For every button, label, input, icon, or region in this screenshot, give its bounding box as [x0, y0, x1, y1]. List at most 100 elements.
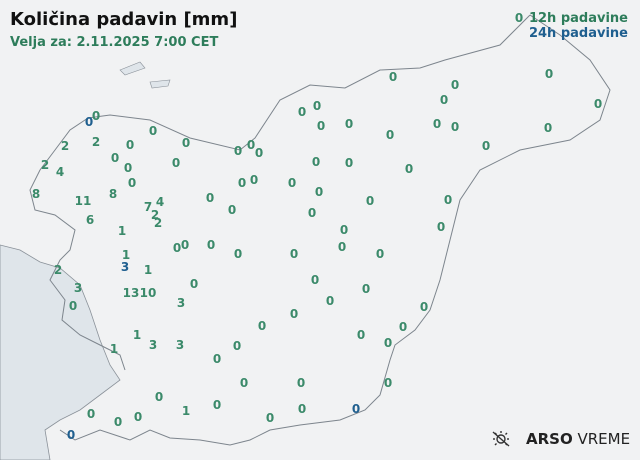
- station-value-12h: 4: [55, 165, 65, 179]
- sea: [0, 244, 121, 460]
- station-value-12h: 0: [233, 247, 243, 261]
- station-value-12h: 0: [297, 105, 307, 119]
- station-value-12h: 0: [310, 273, 320, 287]
- station-value-12h: 0: [398, 320, 408, 334]
- station-value-12h: 0: [337, 240, 347, 254]
- station-value-12h: 1: [109, 342, 119, 356]
- station-value-12h: 0: [365, 194, 375, 208]
- station-value-12h: 0: [314, 185, 324, 199]
- legend-24h: 24h padavine: [528, 26, 628, 41]
- arso-logo: ARSO VREME: [490, 430, 630, 448]
- station-value-12h: 0: [265, 411, 275, 425]
- station-value-12h: 2: [40, 158, 50, 172]
- station-value-12h: 0: [227, 203, 237, 217]
- station-value-12h: 0: [404, 162, 414, 176]
- station-value-12h: 0: [419, 300, 429, 314]
- station-value-12h: 0: [297, 402, 307, 416]
- station-value-12h: 0: [443, 193, 453, 207]
- sun-cloud-icon: [492, 431, 510, 447]
- station-value-12h: 11: [74, 194, 92, 208]
- station-value-12h: 0: [287, 176, 297, 190]
- station-value-12h: 0: [385, 128, 395, 142]
- station-value-12h: 7: [143, 200, 153, 214]
- station-value-24h: 0: [66, 428, 76, 442]
- station-value-12h: 3: [175, 338, 185, 352]
- station-value-12h: 1: [181, 404, 191, 418]
- station-value-12h: 0: [289, 247, 299, 261]
- station-value-12h: 0: [68, 299, 78, 313]
- station-value-12h: 0: [113, 415, 123, 429]
- legend-12h: 12h padavine: [528, 11, 628, 26]
- station-value-12h: 0: [148, 124, 158, 138]
- station-value-12h: 0: [388, 70, 398, 84]
- station-value-12h: 0: [439, 93, 449, 107]
- country-border: [29, 14, 611, 446]
- station-value-12h: 0: [181, 136, 191, 150]
- station-value-12h: 0: [361, 282, 371, 296]
- station-value-12h: 0: [254, 146, 264, 160]
- station-value-12h: 0: [356, 328, 366, 342]
- station-value-12h: 0: [307, 206, 317, 220]
- station-value-12h: 1: [121, 248, 131, 262]
- station-value-12h: 10: [139, 286, 157, 300]
- station-value-12h: 2: [60, 139, 70, 153]
- station-value-12h: 3: [176, 296, 186, 310]
- station-value-24h: 0: [351, 402, 361, 416]
- station-value-12h: 8: [31, 187, 41, 201]
- station-value-12h: 0: [450, 120, 460, 134]
- station-value-12h: 2: [150, 208, 160, 222]
- station-value-12h: 13: [122, 286, 140, 300]
- station-value-12h: 0: [344, 156, 354, 170]
- station-value-12h: 0: [133, 410, 143, 424]
- station-value-12h: 0: [212, 398, 222, 412]
- station-value-12h: 0: [189, 277, 199, 291]
- station-value-12h: 3: [73, 281, 83, 295]
- valid-time: Velja za: 2.11.2025 7:00 CET: [10, 35, 219, 50]
- station-value-12h: 0: [481, 139, 491, 153]
- station-value-12h: 0: [325, 294, 335, 308]
- station-value-12h: 0: [450, 78, 460, 92]
- station-value-12h: 0: [206, 238, 216, 252]
- logo-text: ARSO VREME: [526, 430, 631, 448]
- lake: [119, 61, 171, 89]
- legend: 12h padavine 24h padavine: [529, 11, 628, 41]
- station-value-12h: 0: [249, 173, 259, 187]
- station-value-12h: 0: [91, 109, 101, 123]
- station-value-12h: 0: [232, 339, 242, 353]
- station-value-12h: 0: [432, 117, 442, 131]
- station-value-24h: 3: [120, 260, 130, 274]
- station-value-12h: 4: [155, 195, 165, 209]
- station-value-12h: 0: [246, 138, 256, 152]
- station-value-12h: 0: [339, 223, 349, 237]
- station-value-12h: 0: [125, 138, 135, 152]
- station-value-12h: 0: [593, 97, 603, 111]
- station-value-12h: 0: [110, 151, 120, 165]
- station-value-12h: 2: [53, 263, 63, 277]
- station-value-12h: 0: [239, 376, 249, 390]
- station-value-12h: 0: [289, 307, 299, 321]
- station-value-12h: 0: [344, 117, 354, 131]
- station-value-24h: 0: [84, 115, 94, 129]
- station-value-12h: 0: [436, 220, 446, 234]
- station-value-12h: 0: [316, 119, 326, 133]
- station-value-12h: 0: [127, 176, 137, 190]
- station-value-12h: 0: [172, 241, 182, 255]
- station-value-12h: 0: [233, 144, 243, 158]
- station-value-12h: 2: [153, 216, 163, 230]
- station-value-12h: 0: [383, 376, 393, 390]
- station-value-12h: 0: [383, 336, 393, 350]
- station-value-12h: 0: [123, 161, 133, 175]
- station-value-12h: 0: [296, 376, 306, 390]
- map-title: Količina padavin [mm]: [10, 9, 238, 30]
- station-value-12h: 1: [117, 224, 127, 238]
- station-value-12h: 0: [544, 67, 554, 81]
- station-value-12h: 0: [212, 352, 222, 366]
- station-value-12h: 1: [132, 328, 142, 342]
- station-value-12h: 0: [312, 99, 322, 113]
- station-value-12h: 0: [311, 155, 321, 169]
- station-value-12h: 0: [154, 390, 164, 404]
- station-value-12h: 1: [143, 263, 153, 277]
- station-value-12h: 0: [171, 156, 181, 170]
- station-value-12h: 0: [375, 247, 385, 261]
- station-value-12h: 3: [148, 338, 158, 352]
